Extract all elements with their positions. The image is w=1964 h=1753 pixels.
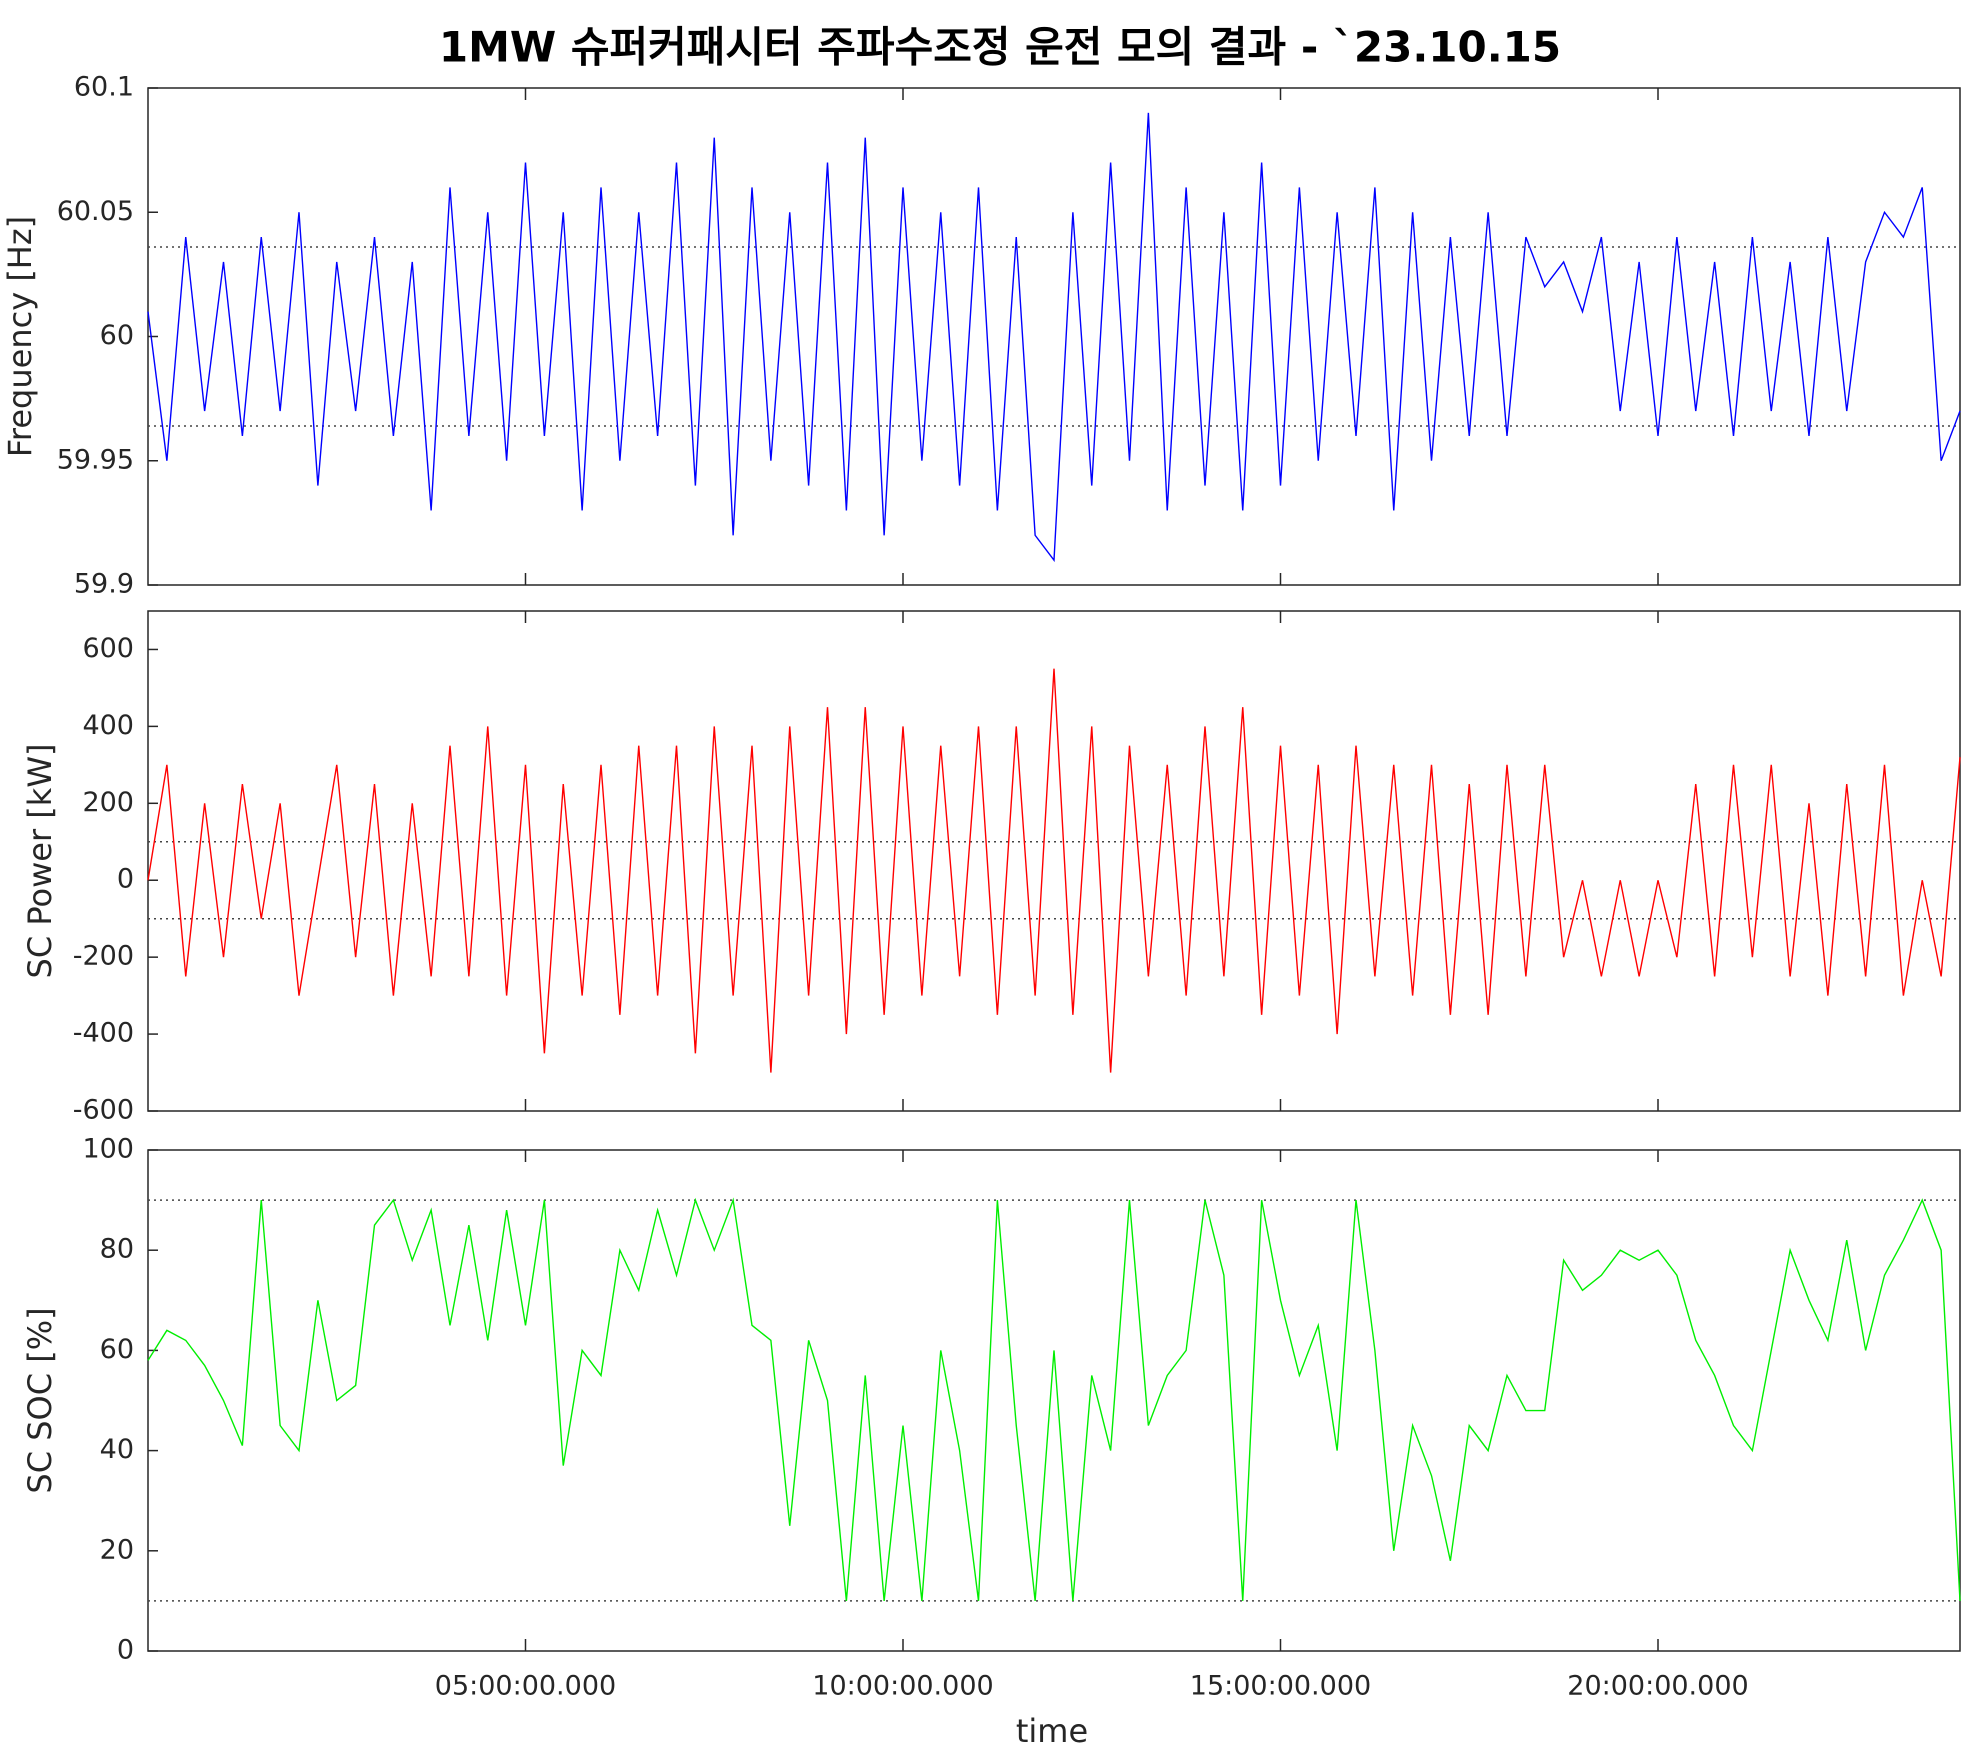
plot-frame (147, 1149, 1961, 1652)
y-tick-label: 0 (117, 864, 134, 895)
y-tick-label: -400 (73, 1018, 134, 1049)
x-tick-label: 20:00:00.000 (1567, 1671, 1748, 1702)
data-line (147, 668, 1961, 1073)
y-tick-label: 100 (82, 1134, 134, 1165)
y-tick-label: 59.9 (74, 569, 134, 600)
plot-frame (147, 610, 1961, 1112)
y-tick-label: -200 (73, 941, 134, 972)
data-line (147, 112, 1961, 563)
x-tick-label: 05:00:00.000 (435, 1671, 616, 1702)
y-tick-label: 59.95 (57, 444, 134, 475)
y-tick-label: 600 (82, 633, 134, 664)
y-tick-label: 200 (82, 787, 134, 818)
data-line (147, 1197, 1961, 1601)
y-axis-label: SC Power [kW] (21, 744, 59, 979)
x-tick-label: 15:00:00.000 (1190, 1671, 1371, 1702)
y-tick-label: 60.1 (74, 72, 134, 103)
y-tick-label: 80 (100, 1234, 134, 1265)
y-tick-label: 60.05 (57, 196, 134, 227)
y-tick-label: 40 (100, 1434, 134, 1465)
y-tick-label: 0 (117, 1635, 134, 1666)
chart-title: 1MW 슈퍼커패시터 주파수조정 운전 모의 결과 - `23.10.15 (439, 23, 1561, 72)
y-tick-label: 400 (82, 710, 134, 741)
y-tick-label: -600 (73, 1095, 134, 1126)
x-axis-label: time (1016, 1712, 1088, 1750)
y-axis-label: SC SOC [%] (21, 1307, 59, 1493)
y-tick-label: 60 (100, 1334, 134, 1365)
x-tick-label: 10:00:00.000 (812, 1671, 993, 1702)
plot-frame (147, 87, 1961, 586)
y-tick-label: 60 (100, 320, 134, 351)
y-axis-label: Frequency [Hz] (1, 216, 39, 457)
y-tick-label: 20 (100, 1534, 134, 1565)
